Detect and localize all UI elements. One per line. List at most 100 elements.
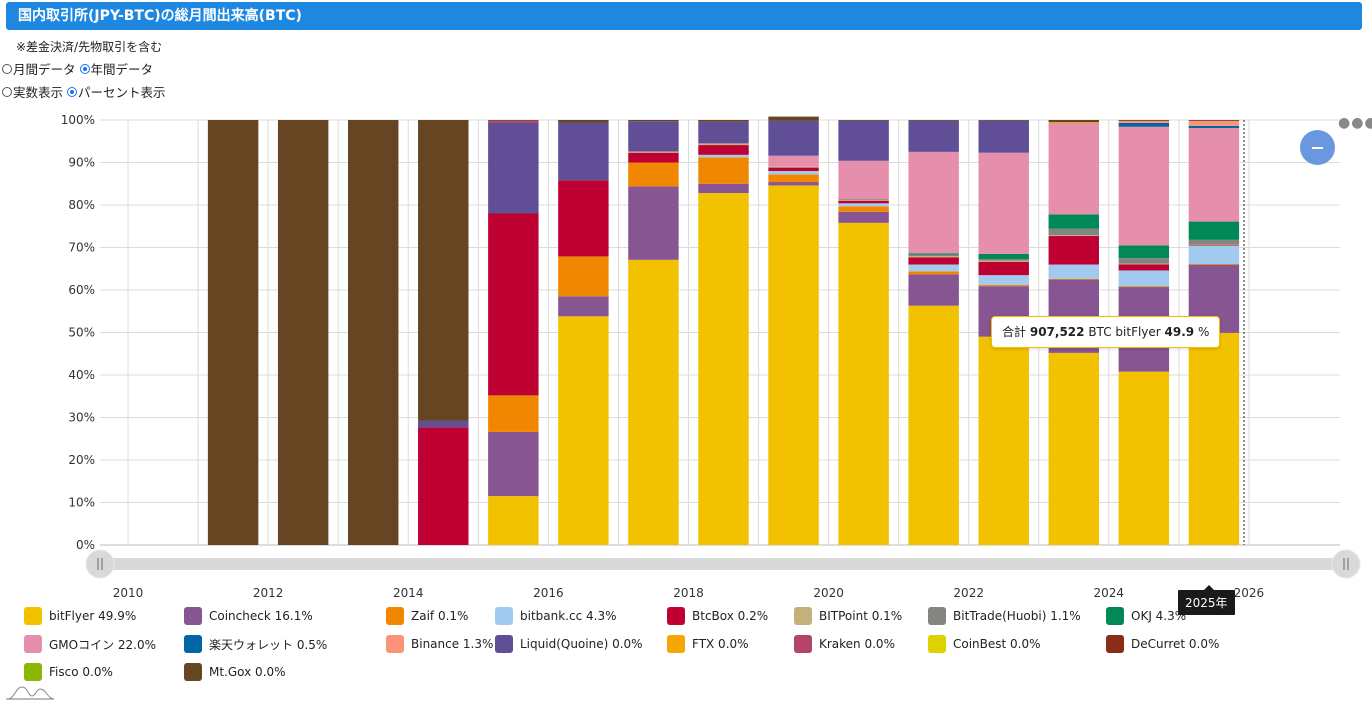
y-tick-label: 60% [68, 283, 95, 297]
bar-segment-bitflyer-2021 [908, 305, 959, 545]
legend-swatch [184, 663, 202, 681]
bar-segment---2024 [1118, 122, 1170, 127]
legend-label: DeCurret 0.0% [1131, 637, 1220, 651]
bar-segment-zaif-2025 [1188, 264, 1240, 265]
x-axis-tooltip: 2025年 [1178, 585, 1235, 615]
legend-item[interactable]: Fisco 0.0% [24, 663, 113, 681]
bar-segment-gmo--2025 [1188, 128, 1240, 222]
legend-label: BitTrade(Huobi) 1.1% [953, 609, 1081, 623]
scrollbar-right-handle[interactable] [1331, 549, 1361, 579]
bar-segment-zaif-2021 [908, 271, 959, 275]
legend-item[interactable]: FTX 0.0% [667, 635, 749, 653]
legend-swatch [24, 663, 42, 681]
bar-segment-coincheck-2019 [768, 182, 819, 186]
bar-segment-okj-2023 [1048, 214, 1100, 229]
legend-item[interactable]: Kraken 0.0% [794, 635, 895, 653]
radio-circle-icon[interactable] [2, 86, 12, 97]
bar-segment-zaif-2022 [978, 284, 1029, 287]
bar-segment-coincheck-2020 [838, 211, 889, 223]
bar-segment-mt-gox-2018 [698, 120, 749, 122]
x-tick-label: 2018 [673, 586, 704, 600]
handle-grip-icon [85, 549, 115, 579]
y-tick-label: 70% [68, 241, 95, 255]
legend-item[interactable]: 楽天ウォレット 0.5% [184, 635, 327, 653]
legend-item[interactable]: GMOコイン 22.0% [24, 635, 156, 653]
note-text: ※差金決済/先物取引を含む [16, 40, 163, 54]
tooltip-percent-sign: % [1197, 325, 1210, 339]
legend-swatch [1106, 635, 1124, 653]
legend-item[interactable]: BtcBox 0.2% [667, 607, 768, 625]
y-tick-label: 100% [61, 113, 95, 127]
range-scrollbar[interactable] [85, 549, 1361, 579]
y-axis: 0% 10% 20% 30% 40% 50% 60% 70% 80% 90% 100% [61, 113, 95, 552]
more-horizontal-icon[interactable]: ●●● [1338, 115, 1372, 131]
legend-label: bitFlyer 49.9% [49, 609, 137, 623]
y-tick-label: 50% [68, 326, 95, 340]
radio-circle-icon[interactable] [67, 86, 78, 97]
tooltip-percent: 49.9 [1164, 325, 1195, 339]
radio-percent[interactable]: パーセント表示 [67, 82, 166, 101]
legend-label: FTX 0.0% [692, 637, 749, 651]
radio-absolute[interactable]: 実数表示 [2, 82, 63, 101]
legend-label: Fisco 0.0% [49, 665, 113, 679]
bar-segment-mt-gox-2016 [558, 120, 609, 123]
legend-item[interactable]: BitTrade(Huobi) 1.1% [928, 607, 1081, 625]
bar-segment-bitpoint-2019 [768, 166, 819, 168]
bar-segment-okj-2022 [978, 253, 1029, 259]
legend-label: BtcBox 0.2% [692, 609, 769, 623]
legend-item[interactable]: Coincheck 16.1% [184, 607, 313, 625]
legend-item[interactable]: bitFlyer 49.9% [24, 607, 136, 625]
bar-segment-mt-gox-2012 [277, 120, 329, 545]
bar-segment-bitpoint-2025 [1188, 244, 1240, 246]
x-tick-label: 2024 [1094, 586, 1125, 600]
bar-segment-bitflyer-2020 [838, 222, 889, 545]
bar-segment-mt-gox-2024 [1118, 120, 1170, 121]
tooltip-unit: BTC [1088, 325, 1112, 339]
radio-yearly[interactable]: 年間データ [79, 59, 153, 78]
legend-label: CoinBest 0.0% [953, 637, 1041, 651]
legend-item[interactable]: bitbank.cc 4.3% [495, 607, 617, 625]
bar-segment-btcbox-2023 [1048, 236, 1100, 265]
legend-label: BITPoint 0.1% [819, 609, 903, 623]
bar-segment-btcbox-2014 [418, 427, 469, 545]
bar-segment-liquid-quoine--2017 [628, 121, 679, 152]
bar-segment-bitpoint-2020 [838, 199, 889, 201]
bar-segment-okj-2021 [908, 253, 959, 255]
legend-item[interactable]: Liquid(Quoine) 0.0% [495, 635, 643, 653]
bar-segment-bitpoint-2017 [628, 151, 679, 153]
legend-swatch [794, 635, 812, 653]
bar-segment-btcbox-2022 [978, 261, 1029, 276]
radio-circle-icon[interactable] [2, 63, 12, 74]
legend-item[interactable]: Mt.Gox 0.0% [184, 663, 286, 681]
bar-segment-mt-gox-2023 [1048, 120, 1100, 123]
chart-title: 国内取引所(JPY-BTC)の総月間出来高(BTC) [6, 2, 1362, 30]
bar-segment-bitbank-cc-2023 [1048, 264, 1100, 279]
legend-item[interactable]: Zaif 0.1% [386, 607, 468, 625]
legend-label: bitbank.cc 4.3% [520, 609, 617, 623]
x-tick-label: 2020 [813, 586, 844, 600]
bar-segment-bitflyer-2015 [488, 496, 539, 545]
legend-swatch [184, 635, 202, 653]
legend-item[interactable]: CoinBest 0.0% [928, 635, 1041, 653]
bar-segment-zaif-2020 [838, 206, 889, 212]
bar-segment-zaif-2023 [1048, 278, 1100, 280]
radio-monthly[interactable]: 月間データ [2, 59, 76, 78]
x-tick-label: 2012 [253, 586, 284, 600]
scrollbar-left-handle[interactable] [85, 549, 115, 579]
legend-item[interactable]: OKJ 4.3% [1106, 607, 1186, 625]
bar-segment-liquid-quoine--2019 [768, 120, 819, 156]
bar-segment-zaif-2015 [488, 395, 539, 432]
legend-item[interactable]: DeCurret 0.0% [1106, 635, 1219, 653]
radio-circle-icon[interactable] [79, 63, 90, 74]
bar-segment-bitpoint-2018 [698, 143, 749, 146]
bar-segment-btcbox-2021 [908, 257, 959, 265]
legend-item[interactable]: BITPoint 0.1% [794, 607, 902, 625]
legend-label: Liquid(Quoine) 0.0% [520, 637, 643, 651]
bar-segment-bitflyer-2016 [558, 316, 609, 545]
bar-segment-bittrade-huobi--2020 [838, 199, 889, 200]
bar-segment-liquid-quoine--2016 [558, 122, 609, 181]
zoom-out-button[interactable] [1300, 130, 1335, 165]
bar-segment-bitbank-cc-2022 [978, 275, 1029, 285]
legend-swatch [1106, 607, 1124, 625]
legend-item[interactable]: Binance 1.3% [386, 635, 493, 653]
